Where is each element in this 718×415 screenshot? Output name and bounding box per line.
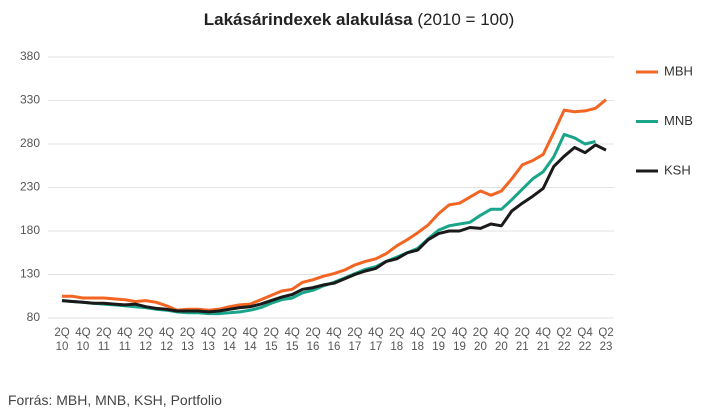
x-tick-label: 2Q 16 (305, 327, 321, 353)
x-tick-label: 4Q 18 (410, 327, 426, 353)
x-tick-label: 4Q 19 (451, 327, 468, 353)
x-tick-label: 4Q 17 (368, 327, 384, 353)
legend-label: KSH (664, 162, 691, 177)
y-tick-label: 80 (27, 310, 41, 324)
x-tick-label: 2Q 15 (263, 327, 279, 353)
x-tick-label: 4Q 20 (493, 327, 510, 353)
legend-label: MBH (664, 63, 693, 78)
line-series (61, 132, 596, 316)
x-tick-label: 2Q 13 (179, 327, 196, 353)
source: Forrás: MBH, MNB, KSH, Portfolio (8, 392, 222, 408)
x-tick-label: 2Q 21 (514, 327, 530, 353)
y-tick-label: 130 (20, 267, 40, 281)
x-tick-label: 2Q 10 (54, 327, 70, 353)
x-tick-label: 2Q 12 (138, 327, 154, 353)
legend-label: MNB (664, 113, 693, 128)
x-tick-label: 4Q 13 (200, 327, 217, 353)
x-tick-label: 4Q 10 (75, 327, 91, 353)
x-tick-label: 4Q 21 (535, 327, 551, 353)
subtitle: (2010 = 100) (417, 10, 515, 29)
line-series (62, 98, 607, 312)
x-tick-label: 2Q 18 (389, 327, 405, 353)
line-series (61, 143, 607, 314)
y-tick-label: 380 (20, 49, 40, 63)
x-tick-label: 4Q 11 (117, 327, 133, 353)
chart-title: Lakásárindexek alakulása (2010 = 100) (0, 10, 718, 30)
x-tick-label: 4Q 12 (158, 327, 175, 353)
x-tick-label: Q2 23 (598, 327, 614, 353)
x-tick-label: Q2 22 (556, 327, 572, 353)
x-tick-label: 2Q 19 (430, 327, 447, 353)
x-tick-label: 4Q 14 (242, 327, 258, 353)
title: Lakásárindexek alakulása (203, 10, 413, 29)
x-tick-label: 4Q 15 (284, 327, 300, 353)
y-tick-label: 180 (20, 223, 40, 237)
y-tick-label: 330 (20, 93, 40, 107)
y-tick-label: 280 (20, 136, 40, 150)
x-tick-label: 4Q 16 (326, 327, 342, 353)
x-tick-label: 2Q 20 (472, 327, 489, 353)
x-tick-label: Q4 22 (577, 327, 593, 353)
x-tick-label: 2Q 17 (347, 327, 363, 353)
y-tick-label: 230 (20, 180, 40, 194)
x-tick-label: 2Q 14 (221, 327, 238, 353)
x-tick-label: 2Q 11 (96, 327, 112, 353)
